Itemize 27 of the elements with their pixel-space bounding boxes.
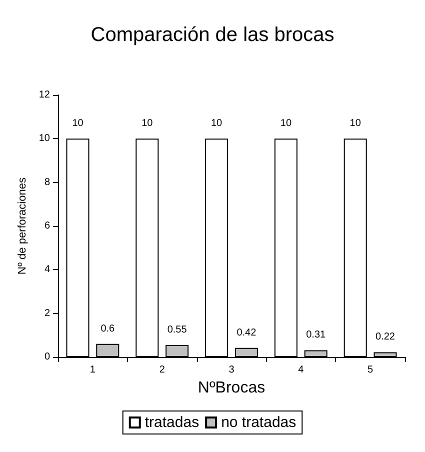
x-tick-label: 4 (298, 364, 304, 376)
y-tick-label: 4 (44, 264, 50, 276)
y-tick-label: 10 (38, 133, 50, 144)
x-tick-label: 5 (368, 364, 374, 376)
data-label: 0.6 (100, 323, 116, 334)
x-tick-label: 3 (228, 364, 235, 376)
x-tick-label: 1 (90, 364, 96, 376)
legend-label: no tratadas (221, 414, 296, 431)
data-label: 10 (280, 118, 292, 130)
data-label: 10 (142, 118, 154, 130)
y-tick-label: 8 (44, 176, 50, 188)
y-tick-label: 2 (44, 308, 50, 319)
data-label: 10 (72, 118, 84, 130)
data-label: 10 (350, 118, 362, 130)
y-tick-label: 12 (38, 90, 50, 100)
y-axis-title: Nº de perforaciones (16, 177, 28, 274)
x-tick-label: 2 (159, 364, 166, 376)
legend-label: tratadas (144, 414, 200, 431)
y-tick-label: 6 (44, 220, 50, 232)
data-label: 0.22 (376, 332, 396, 343)
y-tick-label: 0 (44, 352, 50, 362)
data-label: 10 (210, 118, 223, 130)
data-label: 0.31 (306, 330, 326, 341)
data-label: 0.55 (167, 324, 188, 336)
x-axis-title: NºBrocas (198, 379, 266, 396)
data-label: 0.42 (236, 327, 257, 338)
chart-title: Comparación de las brocas (90, 24, 334, 46)
